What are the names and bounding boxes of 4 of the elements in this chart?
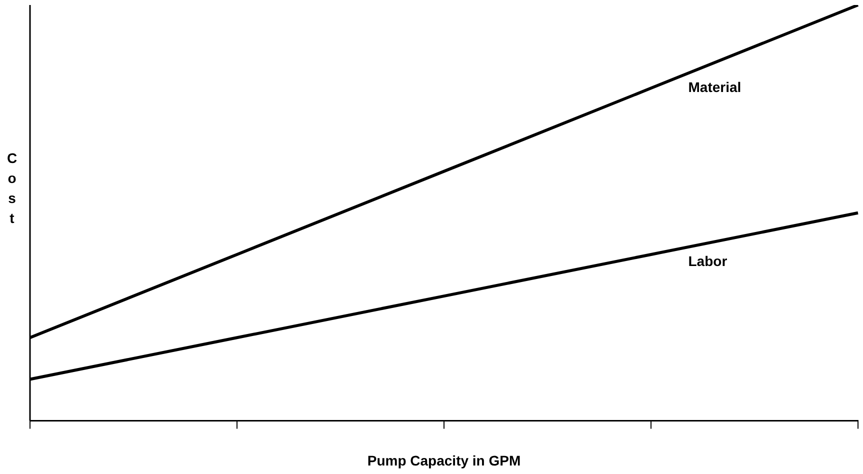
series-label: Labor	[688, 252, 728, 269]
series-label: Material	[688, 79, 742, 96]
x-axis-title: Pump Capacity in GPM	[367, 452, 521, 468]
y-axis-title: Cost	[4, 150, 21, 230]
